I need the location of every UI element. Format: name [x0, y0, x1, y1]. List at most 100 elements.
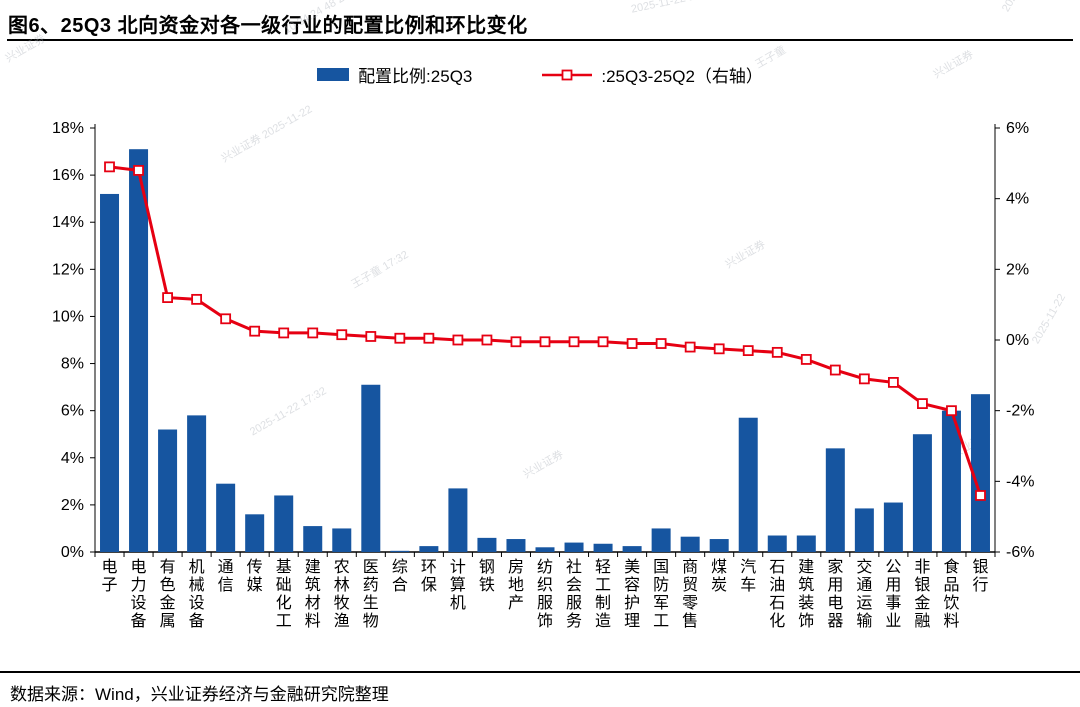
bar: [100, 193, 120, 552]
x-axis-category-label: 公用事业: [885, 559, 901, 630]
line-marker: [742, 345, 754, 357]
x-axis-category-label: 电力设备: [131, 558, 147, 630]
line-marker: [917, 398, 928, 410]
x-axis-category-label: 机械设备: [189, 558, 205, 630]
bar: [593, 543, 613, 552]
line-marker: [946, 405, 957, 417]
x-axis-category-label: 煤炭: [711, 558, 727, 594]
bar: [245, 514, 265, 552]
bar: [854, 508, 874, 552]
bar: [216, 483, 236, 552]
line-marker: [365, 331, 377, 342]
line-marker: [220, 313, 232, 325]
line-marker: [510, 336, 522, 348]
left-axis-tick-label: 2%: [61, 497, 84, 514]
line-marker: [278, 327, 290, 339]
left-axis-tick-label: 4%: [61, 450, 84, 467]
left-axis-tick-label: 10%: [52, 308, 84, 325]
footer-rule: [0, 671, 1080, 673]
line-series-swatch-icon: [542, 69, 593, 80]
x-axis-category-label: 家用电器: [827, 558, 843, 630]
bar: [332, 528, 352, 552]
line-marker: [800, 354, 812, 365]
right-axis-tick-label: -4%: [1006, 473, 1034, 490]
x-axis-category-label: 基础化工: [276, 558, 292, 630]
right-axis-tick-label: 0%: [1006, 332, 1029, 349]
bar: [274, 495, 294, 552]
bar: [448, 488, 468, 552]
bar: [796, 535, 816, 552]
line-marker: [104, 161, 115, 173]
left-axis-tick-label: 0%: [61, 544, 84, 561]
x-axis-category-label: 美容护理: [624, 558, 640, 630]
left-axis-tick-label: 6%: [61, 403, 84, 420]
x-axis-category-label: 非银金融: [914, 558, 930, 630]
bar: [970, 394, 990, 552]
right-axis-tick-label: 6%: [1006, 120, 1029, 137]
line-marker: [771, 346, 783, 358]
line-series: [109, 165, 982, 496]
x-axis-category-label: 计算机: [450, 558, 466, 612]
bar: [535, 547, 555, 552]
line-marker: [249, 325, 261, 337]
x-axis-category-label: 银行: [972, 558, 988, 594]
bar: [361, 384, 381, 552]
left-axis-tick-label: 16%: [52, 167, 84, 184]
left-axis-tick-label: 14%: [52, 214, 84, 231]
x-axis-category-label: 综合: [392, 558, 408, 594]
x-axis-category-label: 国防军工: [653, 559, 669, 630]
line-marker: [887, 376, 899, 388]
bar: [941, 410, 961, 552]
bar: [825, 448, 845, 552]
bar: [129, 149, 149, 552]
x-axis-category-label: 建筑装饰: [798, 558, 814, 630]
x-axis-category-label: 石油石化: [769, 559, 785, 630]
line-marker: [975, 490, 986, 501]
line-marker: [162, 292, 173, 304]
x-axis-category-label: 商贸零售: [682, 558, 698, 630]
bar: [622, 546, 642, 552]
line-marker: [684, 341, 696, 353]
right-axis-tick-label: 2%: [1006, 261, 1029, 278]
chart-legend: 配置比例:25Q3 :25Q3-25Q2（右轴）: [0, 62, 1080, 87]
line-marker: [597, 336, 609, 348]
x-axis-category-label: 汽车: [740, 558, 756, 594]
x-axis-category-label: 电子: [102, 558, 118, 594]
bar: [187, 415, 207, 552]
bar: [912, 434, 932, 552]
line-marker: [655, 338, 667, 349]
x-axis-category-label: 建筑材料: [305, 558, 321, 630]
line-marker: [829, 364, 841, 376]
bar: [419, 546, 439, 552]
bar: [883, 502, 903, 552]
title-underline: [7, 39, 1073, 41]
left-axis-tick-label: 18%: [52, 120, 84, 137]
line-marker: [336, 329, 348, 341]
x-axis-category-label: 有色金属: [160, 558, 176, 630]
line-marker: [191, 293, 203, 305]
x-axis-category-label: 交通运输: [856, 558, 872, 630]
line-marker: [307, 327, 319, 339]
x-axis-category-label: 社会服务: [566, 558, 582, 630]
bar-series-label: 配置比例:25Q3: [358, 67, 473, 86]
chart-title: 图6、25Q3 北向资金对各一级行业的配置比例和环比变化: [8, 15, 528, 37]
x-axis-category-label: 环保: [421, 559, 437, 594]
bar: [564, 542, 584, 552]
x-axis-category-label: 钢铁: [479, 558, 495, 594]
line-marker: [452, 334, 464, 346]
line-marker: [713, 343, 725, 355]
bar: [158, 429, 178, 552]
x-axis-category-label: 医药生物: [363, 559, 379, 630]
line-marker: [858, 373, 870, 385]
line-marker: [481, 334, 493, 346]
x-axis-category-label: 传媒: [247, 558, 263, 594]
bar: [390, 550, 410, 553]
bar: [767, 535, 787, 552]
x-axis-category-label: 纺织服饰: [537, 558, 553, 630]
right-axis-tick-label: -6%: [1006, 544, 1034, 561]
x-axis-category-label: 农林牧渔: [334, 558, 350, 630]
bar: [738, 417, 758, 552]
legend-item-bar: 配置比例:25Q3: [317, 62, 472, 87]
